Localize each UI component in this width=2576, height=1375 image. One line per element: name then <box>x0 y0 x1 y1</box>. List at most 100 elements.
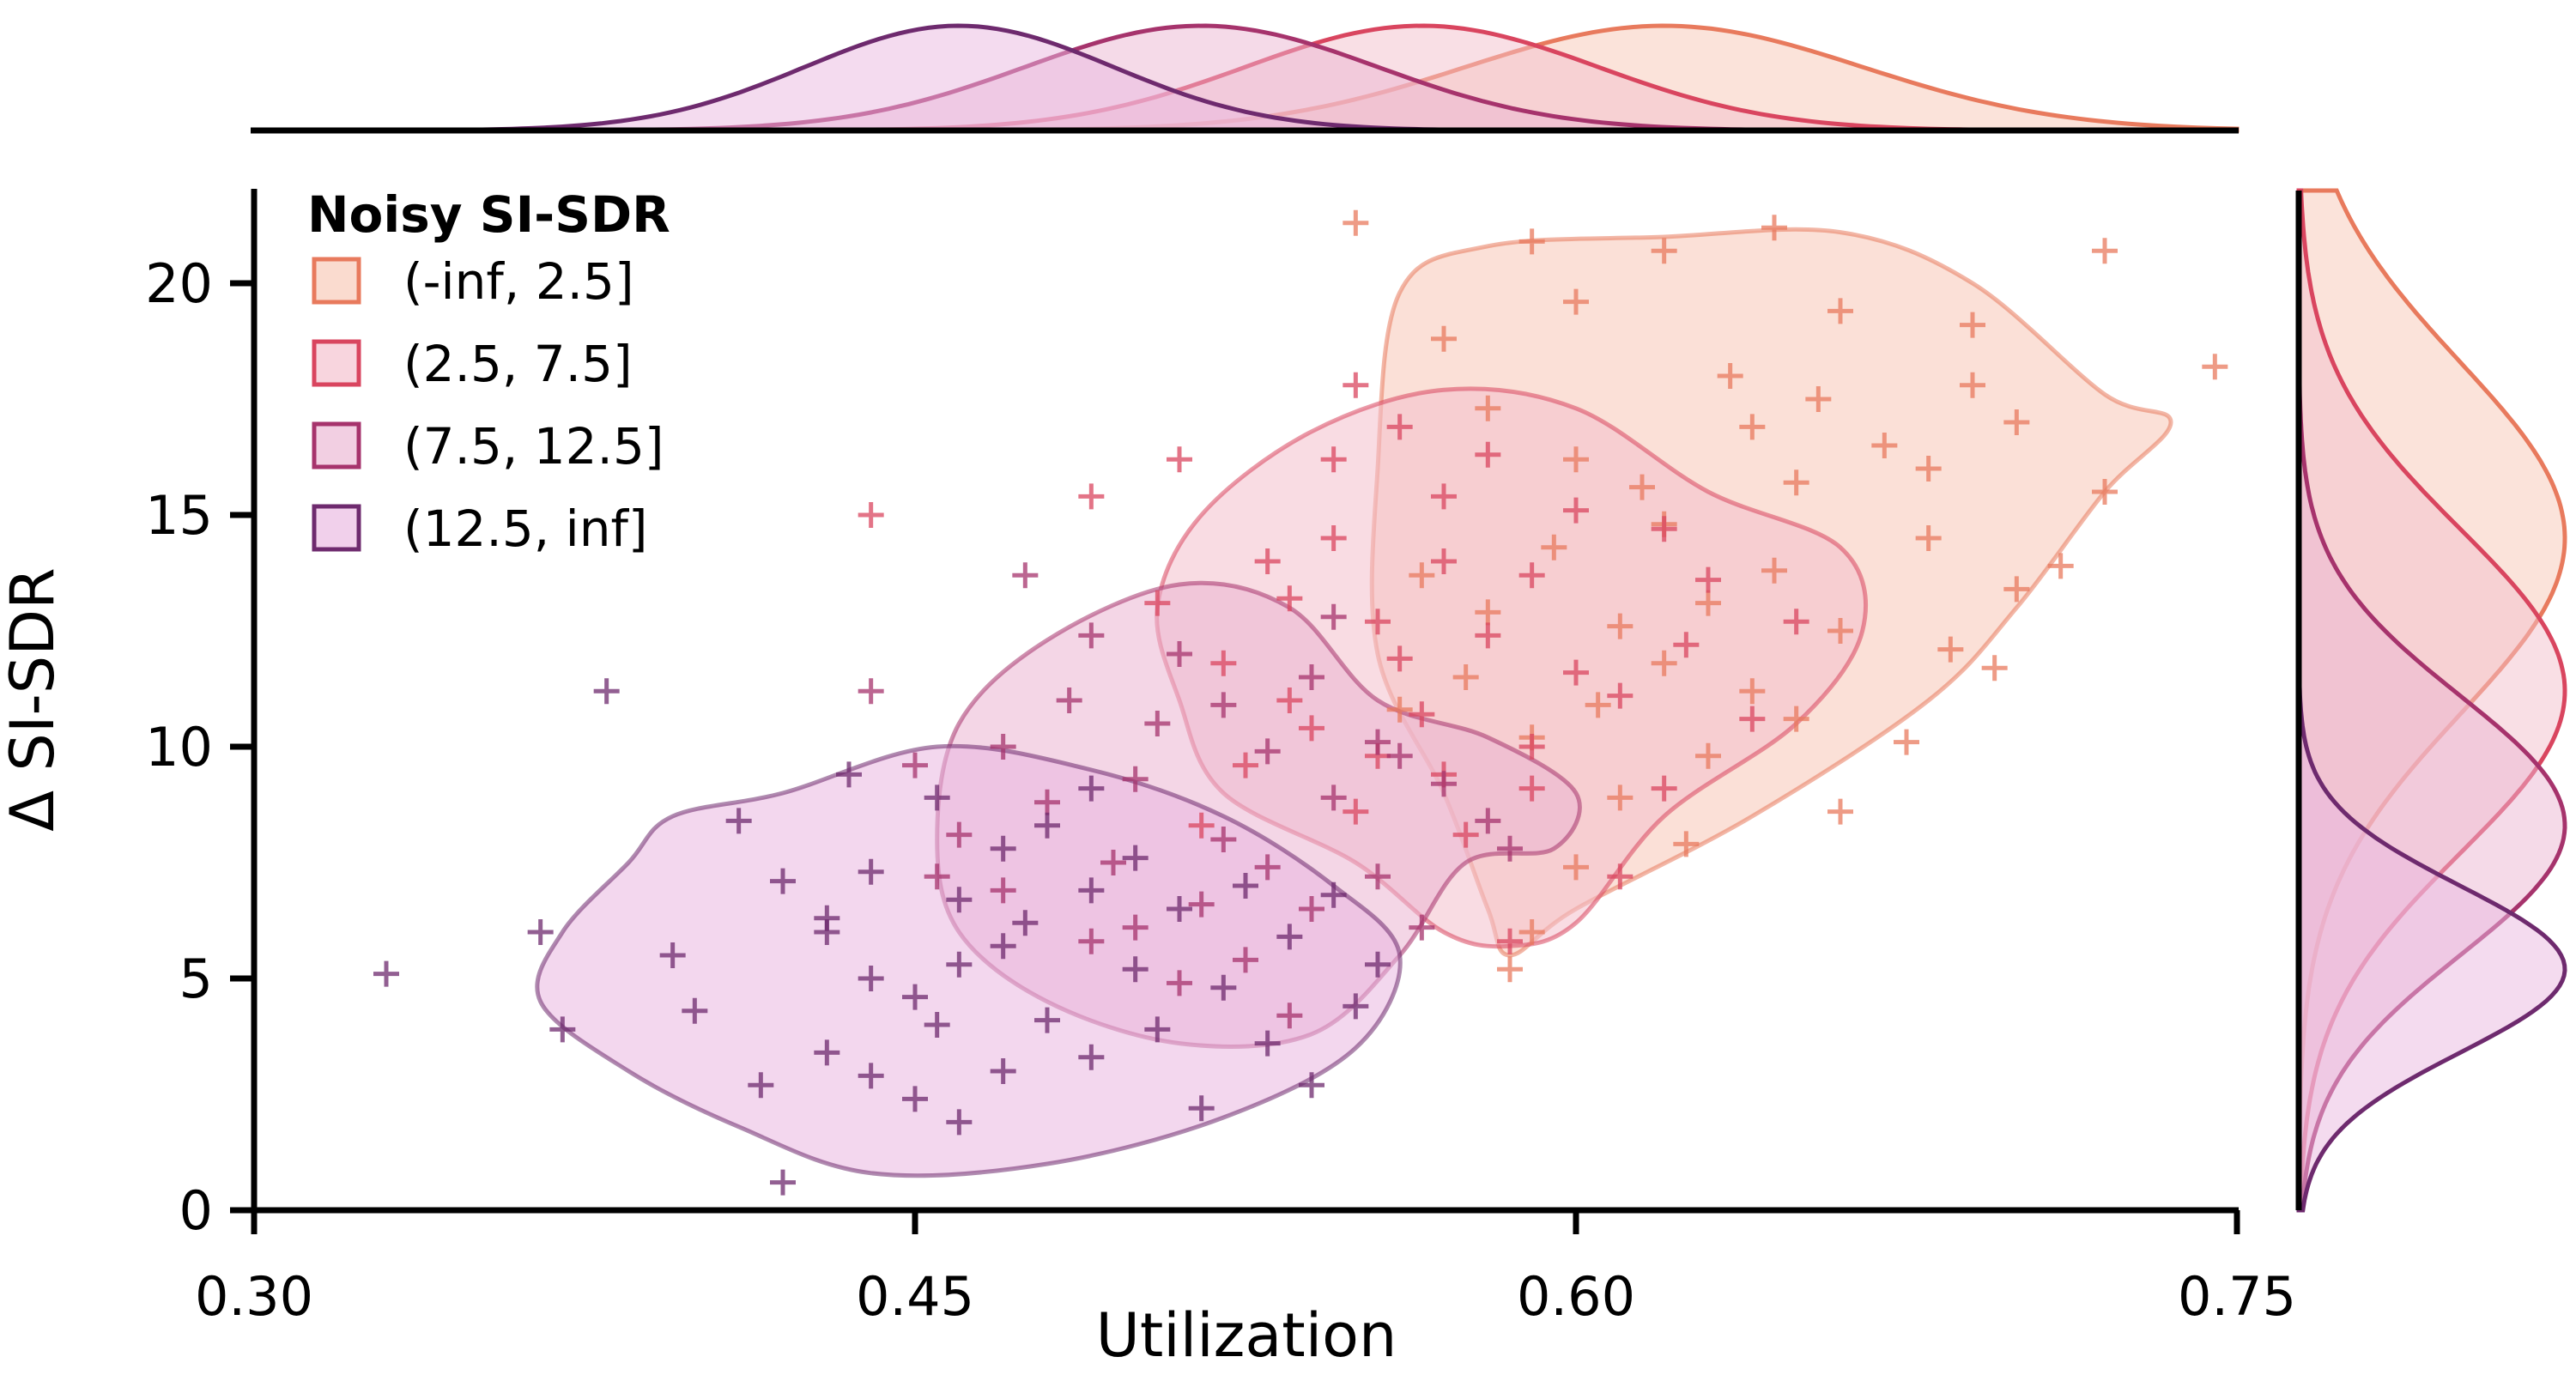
data-point <box>1167 970 1192 996</box>
data-point <box>1386 696 1413 723</box>
y-tick-label: 0 <box>179 1179 213 1242</box>
contour-12-5-inf <box>535 743 1403 1178</box>
legend-swatch-inf-2-5 <box>312 257 361 305</box>
data-point <box>2202 354 2228 380</box>
x-axis-label: Utilization <box>1096 1300 1397 1371</box>
data-point <box>1783 706 1809 732</box>
data-point <box>1629 474 1655 500</box>
x-tick-label: 0.45 <box>856 1265 974 1328</box>
data-point <box>858 502 884 528</box>
data-point <box>2003 576 2030 603</box>
data-point <box>1299 664 1324 690</box>
data-point <box>1761 557 1787 584</box>
y-axis-label: Δ SI-SDR <box>0 567 68 831</box>
data-point <box>1475 808 1501 834</box>
data-point <box>1386 645 1413 672</box>
data-point <box>1497 956 1523 983</box>
data-point <box>1233 873 1258 899</box>
data-point <box>924 784 950 811</box>
scatter-points <box>373 209 2228 1196</box>
data-point <box>1056 688 1082 713</box>
data-point <box>593 678 620 705</box>
data-point <box>1188 891 1215 918</box>
data-point <box>946 1109 973 1136</box>
data-point <box>1673 632 1700 658</box>
data-point <box>1827 618 1853 644</box>
data-point <box>1518 562 1545 589</box>
data-point <box>902 984 928 1010</box>
data-point <box>748 1072 774 1099</box>
data-point <box>1276 924 1303 950</box>
data-point <box>990 933 1016 960</box>
data-point <box>1299 1072 1324 1099</box>
data-point <box>1299 715 1324 742</box>
data-point <box>1695 590 1721 616</box>
data-point <box>814 919 840 945</box>
data-point <box>902 1086 928 1112</box>
data-point <box>1320 784 1347 811</box>
data-point <box>990 734 1016 760</box>
data-point <box>1431 483 1457 510</box>
data-point <box>1960 372 1985 398</box>
data-point <box>1365 951 1391 978</box>
data-point <box>1100 850 1126 875</box>
top-marginal-kde <box>254 23 2240 133</box>
data-point <box>858 1063 884 1089</box>
data-point <box>1078 622 1105 649</box>
data-point <box>858 858 884 885</box>
data-point <box>1607 682 1633 709</box>
data-point <box>1783 609 1809 635</box>
data-point <box>1871 433 1898 458</box>
data-point <box>1915 456 1942 482</box>
data-point <box>1078 775 1105 802</box>
data-point <box>1409 701 1435 728</box>
data-point <box>1122 766 1149 792</box>
data-point <box>1233 947 1258 973</box>
data-point <box>1894 729 1919 755</box>
y-tick-label: 15 <box>145 484 213 547</box>
data-point <box>858 678 884 705</box>
data-point <box>1188 1095 1215 1122</box>
data-point <box>1144 1016 1171 1043</box>
data-point <box>1078 1044 1105 1070</box>
data-point <box>1739 678 1766 705</box>
series-2-5-7-5 <box>858 372 1809 954</box>
data-point <box>1034 1007 1060 1033</box>
legend-swatch-2-5-7-5 <box>312 339 361 387</box>
legend-swatch-12-5-inf <box>312 504 361 552</box>
series-7-5-12-5 <box>858 562 1523 1029</box>
y-tick-label: 10 <box>145 716 213 778</box>
data-point <box>1320 603 1347 630</box>
data-point <box>1431 325 1457 352</box>
data-point <box>1386 742 1413 769</box>
data-point <box>1717 363 1743 389</box>
data-point <box>990 1058 1016 1084</box>
data-point <box>1078 877 1105 904</box>
data-point <box>1365 863 1391 890</box>
data-point <box>1122 956 1149 983</box>
data-point <box>2092 238 2118 264</box>
data-point <box>1563 854 1589 881</box>
legend-label: (-inf, 2.5] <box>403 252 634 311</box>
data-point <box>1563 288 1589 315</box>
data-point <box>725 808 752 834</box>
data-point <box>1409 562 1435 589</box>
data-point <box>1078 483 1105 510</box>
data-point <box>1034 789 1060 815</box>
legend-label: (7.5, 12.5] <box>403 417 664 475</box>
data-point <box>1695 742 1721 769</box>
data-point <box>1210 974 1237 1001</box>
data-point <box>1276 585 1303 612</box>
series-inf-2-5 <box>1343 209 2228 983</box>
data-point <box>1563 659 1589 686</box>
data-point <box>814 1039 840 1066</box>
data-point <box>1431 548 1457 574</box>
data-point <box>1320 881 1347 908</box>
data-point <box>1254 548 1281 574</box>
data-point <box>1254 854 1281 881</box>
data-point <box>1276 688 1303 713</box>
data-point <box>1651 775 1677 802</box>
data-point <box>1960 312 1985 338</box>
data-point <box>1343 372 1369 398</box>
data-point <box>1518 775 1545 802</box>
